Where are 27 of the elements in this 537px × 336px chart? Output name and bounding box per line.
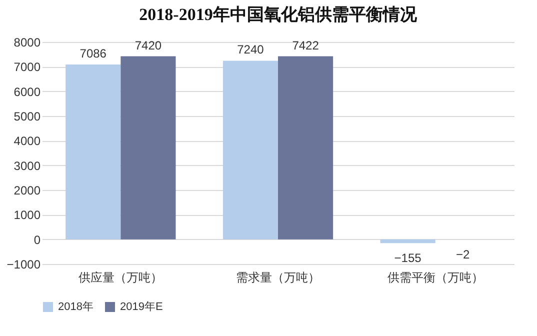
- data-label: −2: [456, 247, 470, 262]
- x-tick-label: 供应量（万吨）: [78, 270, 163, 284]
- bar: [120, 56, 176, 240]
- data-label: 7422: [292, 38, 320, 52]
- data-label: 7086: [80, 46, 107, 61]
- bar: [66, 64, 121, 240]
- bar: [222, 60, 278, 240]
- y-tick-label: 6000: [14, 84, 41, 99]
- y-tick-label: 7000: [14, 60, 41, 74]
- y-tick-label: −1000: [6, 258, 41, 272]
- y-tick-label: 5000: [14, 110, 41, 124]
- y-tick-label: 1000: [14, 208, 41, 222]
- legend-label: 2019年E: [120, 301, 163, 313]
- y-tick-label: 3000: [14, 158, 41, 173]
- data-label: 7240: [237, 42, 264, 57]
- legend-label: 2018年: [58, 301, 94, 313]
- chart-title: 2018-2019年中国氧化铝供需平衡情况: [139, 5, 418, 24]
- x-tick-label: 供需平衡（万吨）: [387, 270, 484, 284]
- x-tick-label: 需求量（万吨）: [236, 270, 320, 284]
- data-label: 7420: [134, 38, 162, 52]
- y-tick-label: 0: [34, 232, 41, 247]
- y-tick-label: 8000: [14, 36, 41, 50]
- y-tick-label: 2000: [14, 184, 41, 198]
- data-label: −155: [394, 251, 422, 266]
- bar: [380, 239, 436, 244]
- y-tick-label: 4000: [14, 134, 41, 148]
- bar: [278, 56, 334, 240]
